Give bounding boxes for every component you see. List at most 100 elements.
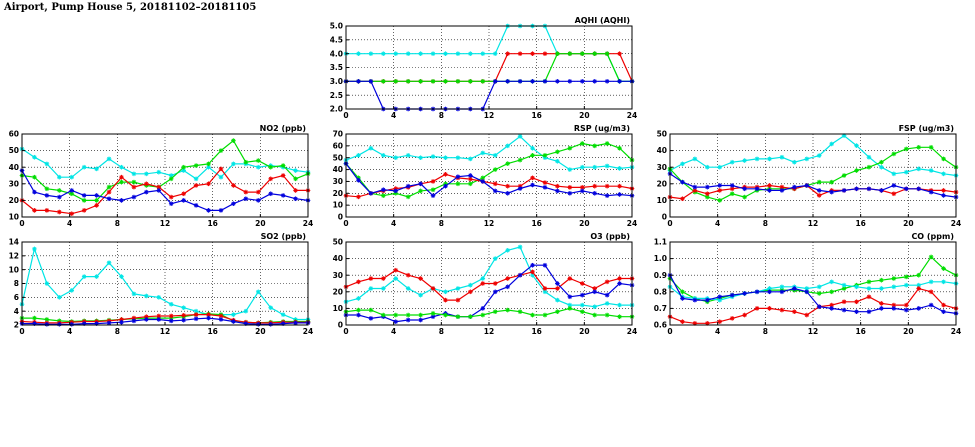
data-point-red	[866, 294, 872, 300]
data-point-cyan	[119, 164, 124, 170]
data-point-green	[492, 309, 498, 315]
data-point-cyan	[829, 141, 834, 147]
data-point-cyan	[44, 281, 50, 286]
y-tick-label: 2	[14, 321, 19, 330]
data-point-red	[579, 281, 585, 286]
data-point-cyan	[356, 153, 361, 158]
data-point-green	[480, 79, 486, 84]
x-tick-label: 0	[19, 327, 24, 336]
x-tick-label: 0	[343, 219, 348, 228]
chart-fsp: 0 4 8 12 16 20 24 0 10 20 30 40 50 FSP (ug/m3)	[657, 124, 962, 228]
data-point-blue	[206, 315, 211, 321]
y-tick-label: 4.0	[330, 49, 343, 58]
data-point-cyan	[854, 143, 859, 148]
data-point-green	[280, 163, 286, 168]
data-point-cyan	[255, 164, 261, 170]
y-tick-label: 5.0	[330, 22, 343, 31]
data-point-blue	[742, 186, 747, 192]
data-point-blue	[705, 184, 710, 190]
data-point-red	[393, 267, 399, 273]
data-point-red	[231, 183, 236, 188]
data-point-green	[579, 51, 585, 56]
data-point-cyan	[617, 302, 622, 308]
data-point-cyan	[779, 154, 785, 160]
data-point-cyan	[468, 156, 473, 162]
x-tick-label: 12	[484, 327, 494, 336]
data-point-red	[804, 312, 810, 318]
data-point-green	[879, 277, 884, 283]
data-point-red	[617, 51, 622, 56]
data-point-red	[32, 208, 37, 213]
data-point-red	[517, 51, 523, 56]
x-tick-label: 12	[484, 111, 494, 120]
data-point-blue	[567, 294, 573, 300]
data-point-blue	[480, 306, 486, 311]
data-point-green	[680, 289, 685, 295]
data-point-red	[705, 191, 710, 197]
data-point-green	[243, 159, 249, 165]
data-point-green	[505, 161, 510, 166]
data-point-blue	[492, 289, 498, 295]
data-point-blue	[742, 291, 747, 296]
x-tick-label: 16	[207, 219, 217, 228]
data-point-green	[131, 179, 137, 185]
data-point-cyan	[94, 274, 99, 279]
data-point-red	[680, 319, 685, 324]
data-point-red	[779, 307, 785, 313]
data-point-cyan	[480, 276, 486, 281]
data-point-blue	[443, 183, 448, 189]
data-point-green	[393, 79, 399, 84]
data-point-green	[32, 315, 37, 321]
data-point-green	[393, 312, 399, 318]
data-point-green	[455, 181, 461, 187]
data-point-red	[729, 316, 735, 321]
y-tick-label: 50	[333, 153, 343, 162]
data-point-green	[928, 144, 934, 150]
data-point-cyan	[729, 159, 735, 165]
data-point-blue	[542, 185, 548, 190]
data-point-cyan	[480, 150, 486, 156]
data-point-blue	[767, 289, 772, 295]
data-point-blue	[418, 181, 423, 187]
data-point-blue	[542, 79, 548, 84]
data-point-green	[405, 312, 411, 318]
data-point-blue	[94, 193, 99, 198]
data-point-cyan	[492, 256, 498, 261]
data-point-red	[879, 301, 884, 306]
data-point-red	[455, 297, 461, 303]
x-tick-label: 24	[627, 327, 637, 336]
data-point-cyan	[218, 174, 224, 180]
y-tick-label: 60	[333, 141, 343, 150]
x-tick-label: 16	[207, 327, 217, 336]
data-point-blue	[928, 302, 934, 308]
data-point-blue	[779, 188, 785, 193]
data-point-blue	[555, 79, 560, 84]
data-point-cyan	[841, 282, 847, 288]
data-point-red	[168, 313, 174, 319]
data-point-blue	[255, 198, 261, 203]
data-point-green	[44, 186, 50, 192]
data-point-green	[44, 317, 50, 322]
data-point-red	[705, 321, 710, 326]
data-point-blue	[903, 307, 909, 313]
data-point-cyan	[680, 161, 685, 167]
data-point-red	[280, 173, 286, 178]
series-line-green	[22, 313, 308, 324]
data-point-cyan	[181, 305, 186, 311]
data-point-blue	[430, 193, 436, 198]
x-tick-label: 16	[855, 327, 865, 336]
data-point-blue	[268, 322, 273, 327]
data-point-cyan	[393, 51, 399, 56]
data-point-green	[418, 188, 423, 194]
data-point-blue	[480, 179, 486, 184]
data-point-cyan	[891, 284, 897, 290]
data-point-blue	[792, 286, 797, 291]
x-tick-label: 24	[303, 327, 313, 336]
data-point-red	[356, 279, 361, 285]
x-tick-label: 16	[531, 219, 541, 228]
x-tick-label: 8	[763, 327, 768, 336]
data-point-red	[44, 208, 50, 213]
y-tick-label: 70	[333, 130, 343, 139]
data-point-blue	[356, 177, 361, 183]
x-tick-label: 4	[715, 219, 720, 228]
